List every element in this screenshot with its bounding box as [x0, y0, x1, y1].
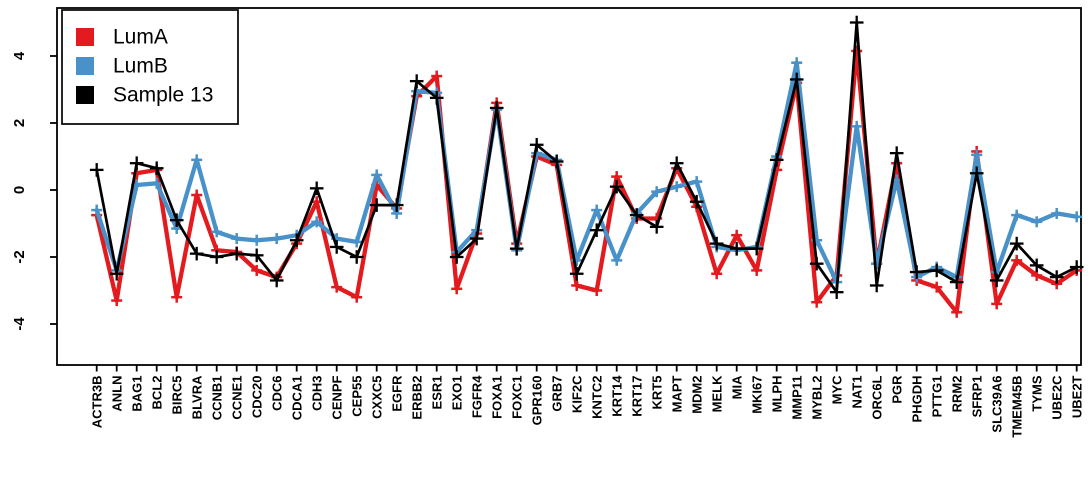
x-axis-tick-label: KRT17: [630, 376, 645, 417]
y-axis: 4 2 0 -2 -4: [11, 51, 57, 331]
x-axis-tick-label: CDCA1: [290, 376, 305, 421]
x-axis-tick-label: KNTC2: [590, 376, 605, 419]
x-axis-tick-label: ANLN: [110, 376, 125, 412]
x-axis-tick-label: ORC6L: [870, 375, 885, 419]
x-axis-tick-label: MLPH: [770, 376, 785, 413]
y-axis-tick-label: 4: [11, 51, 28, 60]
x-axis-tick-label: GPR160: [530, 376, 545, 426]
y-axis-tick-label: -4: [11, 317, 28, 331]
legend-label-lumb: LumB: [113, 55, 168, 78]
series-line-sample-13: [95, 21, 1079, 294]
x-axis-tick-label: TMEM45B: [1010, 376, 1025, 438]
x-axis-tick-label: FGFR4: [470, 375, 485, 418]
x-axis-tick-label: CENPF: [330, 375, 345, 419]
x-axis-tick-label: FOXA1: [490, 376, 505, 419]
legend-label-sample-13: Sample 13: [113, 84, 213, 107]
y-axis-tick-label: -2: [11, 250, 28, 263]
x-axis-tick-label: CDC20: [250, 376, 265, 419]
x-axis: ACTR3B ANLN BAG1 BCL2 BIRC5 BLVRA CCNB1 CCNE1 CD…: [90, 365, 1085, 438]
legend: LumA LumB Sample 13: [61, 9, 239, 125]
x-axis-tick-label: UBE2C: [1050, 375, 1065, 420]
x-axis-tick-label: MELK: [710, 375, 725, 412]
x-axis-tick-label: PHGDH: [910, 376, 925, 423]
x-axis-tick-label: FOXC1: [510, 376, 525, 419]
x-axis-tick-label: BIRC5: [170, 376, 185, 415]
x-axis-tick-label: RRM2: [950, 376, 965, 413]
y-axis-tick-label: 2: [11, 119, 28, 127]
x-axis-tick-label: ERBB2: [410, 376, 425, 420]
x-axis-tick-label: TYMS: [1030, 375, 1045, 411]
x-axis-tick-label: KRT5: [650, 376, 665, 410]
x-axis-tick-label: MAPT: [670, 375, 685, 412]
x-axis-tick-label: KIF2C: [570, 375, 585, 413]
x-axis-tick-label: NAT1: [850, 376, 865, 409]
legend-label-luma: LumA: [113, 26, 168, 49]
x-axis-tick-label: EXO1: [450, 376, 465, 411]
legend-swatch-sample-13: [76, 86, 94, 104]
x-axis-tick-label: ACTR3B: [90, 376, 105, 429]
x-axis-tick-label: MIA: [730, 375, 745, 399]
x-axis-tick-label: CXXC5: [370, 376, 385, 419]
x-axis-tick-label: CEP55: [350, 376, 365, 417]
x-axis-tick-label: PGR: [890, 375, 905, 404]
x-axis-tick-label: CCNB1: [210, 376, 225, 421]
x-axis-tick-label: MYC: [830, 375, 845, 405]
x-axis-tick-label: GRB7: [550, 376, 565, 412]
x-axis-tick-label: MKI67: [750, 376, 765, 414]
x-axis-tick-label: ESR1: [430, 376, 445, 410]
series-sample-13: [89, 15, 1084, 299]
x-axis-tick-label: MMP11: [790, 376, 805, 420]
series-markers-sample-13: [89, 15, 1084, 299]
x-axis-tick-label: UBE2T: [1070, 375, 1085, 418]
x-axis-tick-label: PTTG1: [930, 376, 945, 418]
x-axis-tick-label: MDM2: [690, 376, 705, 414]
x-axis-tick-label: SFRP1: [970, 376, 985, 418]
legend-swatch-lumb: [76, 57, 94, 75]
x-axis-tick-label: BAG1: [130, 376, 145, 412]
x-axis-tick-label: CCNE1: [230, 376, 245, 420]
x-axis-tick-label: CDC6: [270, 376, 285, 411]
legend-swatch-luma: [76, 28, 94, 46]
x-axis-tick-label: BLVRA: [190, 375, 205, 419]
y-axis-tick-label: 0: [11, 186, 28, 194]
x-axis-tick-label: KRT14: [610, 375, 625, 417]
x-axis-tick-label: EGFR: [390, 375, 405, 412]
x-axis-tick-label: SLC39A6: [990, 376, 1005, 433]
x-axis-tick-label: MYBL2: [810, 376, 825, 420]
x-axis-tick-label: CDH3: [310, 376, 325, 411]
x-axis-tick-label: BCL2: [150, 376, 165, 410]
